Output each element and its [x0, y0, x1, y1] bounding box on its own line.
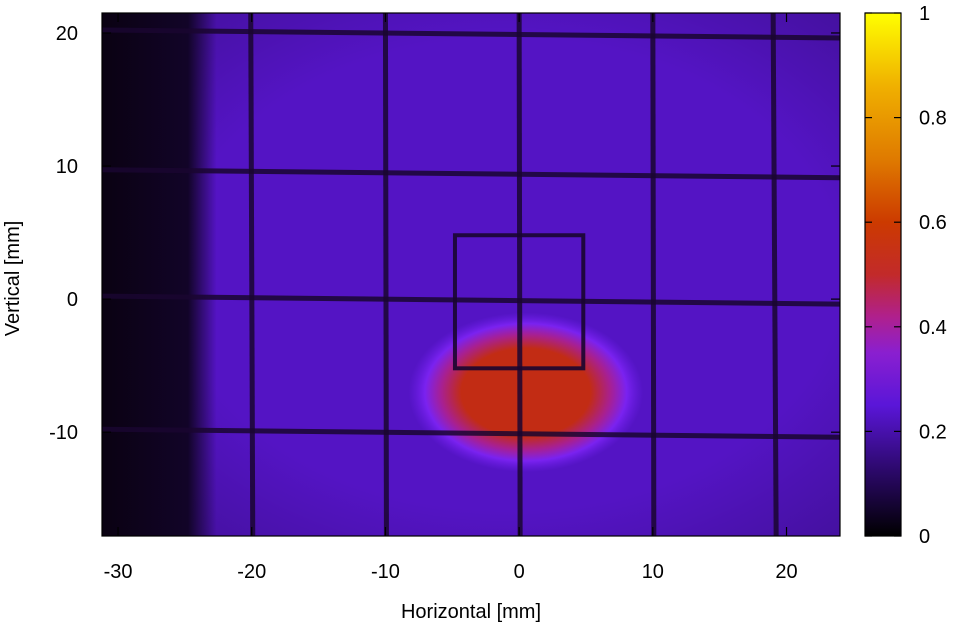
inner-frame [452, 233, 586, 371]
grid-wire-horizontal [102, 167, 840, 181]
colorbar-tick-label: 0 [919, 526, 930, 548]
y-tick-label: 0 [67, 289, 78, 311]
colorbar-tick-label: 1 [919, 3, 930, 25]
grid-wire-vertical [516, 13, 523, 536]
x-tick-label: 20 [775, 561, 797, 583]
hotspot [408, 312, 644, 473]
grid-wire-horizontal [102, 426, 840, 440]
y-axis-title: Vertical [mm] [2, 221, 24, 337]
x-tick-label: -20 [237, 561, 266, 583]
x-tick-label: 0 [514, 561, 525, 583]
plot-area [102, 13, 840, 536]
grid-wire-vertical [382, 13, 389, 536]
x-tick-label: -10 [371, 561, 400, 583]
dark-band-left [102, 13, 217, 536]
plot-frame [101, 12, 841, 537]
grid-wire-vertical [248, 13, 256, 536]
grid-wire-horizontal [102, 293, 840, 307]
y-tick-label: -10 [49, 422, 78, 444]
grid-wire-horizontal [102, 27, 840, 41]
colorbar [864, 12, 902, 537]
x-axis-title: Horizontal [mm] [401, 601, 541, 623]
grid-wire-vertical [650, 13, 657, 536]
colorbar-ticks: 0 0.2 0.4 0.6 0.8 1 [865, 3, 947, 548]
y-tick-label: 10 [56, 156, 78, 178]
colorbar-tick-label: 0.6 [919, 212, 947, 234]
colorbar-tick-label: 0.2 [919, 421, 947, 443]
colorbar-tick-label: 0.8 [919, 108, 947, 130]
y-tick-label: 20 [56, 23, 78, 45]
colorbar-tick-label: 0.4 [919, 317, 947, 339]
grid-wire-vertical [770, 13, 779, 536]
x-tick-label: -30 [104, 561, 133, 583]
axis-ticks [102, 13, 840, 536]
x-tick-label: 10 [642, 561, 664, 583]
tick-labels: -30 -20 -10 0 10 20 -10 0 10 20 [49, 23, 798, 583]
